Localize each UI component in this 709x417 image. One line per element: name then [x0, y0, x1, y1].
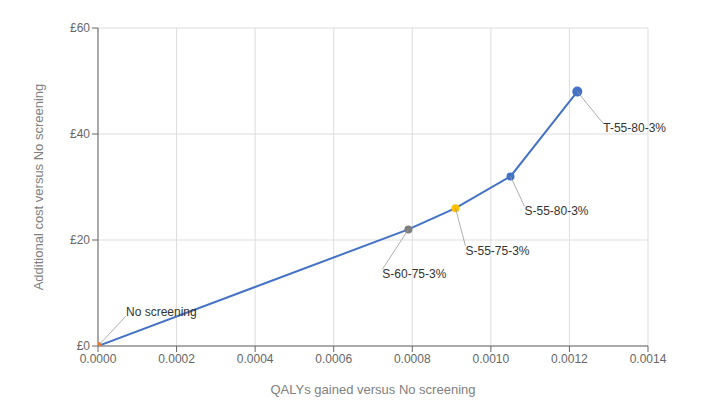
svg-text:0.0006: 0.0006 — [315, 352, 352, 366]
svg-text:£60: £60 — [70, 21, 90, 35]
svg-text:0.0004: 0.0004 — [237, 352, 274, 366]
svg-text:0.0012: 0.0012 — [551, 352, 588, 366]
svg-text:QALYs gained versus No screeni: QALYs gained versus No screening — [271, 382, 476, 397]
svg-text:S-60-75-3%: S-60-75-3% — [382, 267, 446, 281]
svg-text:0.0014: 0.0014 — [630, 352, 667, 366]
svg-text:0.0002: 0.0002 — [158, 352, 195, 366]
svg-text:£40: £40 — [70, 127, 90, 141]
svg-text:No screening: No screening — [126, 305, 197, 319]
svg-text:S-55-80-3%: S-55-80-3% — [525, 204, 589, 218]
svg-text:£20: £20 — [70, 233, 90, 247]
svg-text:S-55-75-3%: S-55-75-3% — [466, 244, 530, 258]
svg-text:0.0010: 0.0010 — [473, 352, 510, 366]
svg-text:Additional cost versus No scre: Additional cost versus No screening — [31, 84, 46, 291]
svg-text:£0: £0 — [77, 339, 91, 353]
svg-text:0.0008: 0.0008 — [394, 352, 431, 366]
svg-text:0.0000: 0.0000 — [80, 352, 117, 366]
svg-text:T-55-80-3%: T-55-80-3% — [603, 121, 666, 135]
